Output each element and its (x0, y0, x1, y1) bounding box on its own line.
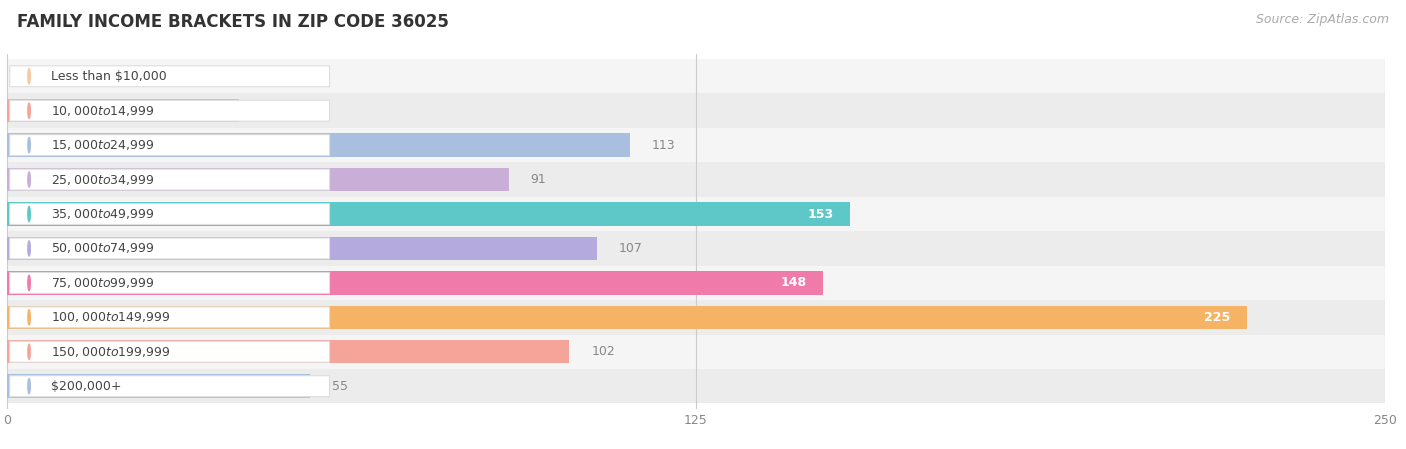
Bar (7, 237, 596, 260)
Circle shape (28, 172, 31, 187)
Circle shape (28, 241, 31, 256)
Bar (7, 93, 1385, 128)
Bar (7, 128, 1385, 163)
Circle shape (28, 103, 31, 118)
FancyBboxPatch shape (10, 100, 329, 121)
Circle shape (28, 137, 31, 153)
Text: 102: 102 (592, 345, 614, 358)
Bar (7, 369, 1385, 403)
Text: $10,000 to $14,999: $10,000 to $14,999 (51, 104, 155, 118)
Text: 107: 107 (619, 242, 643, 255)
Text: 42: 42 (260, 104, 277, 117)
Text: 55: 55 (332, 380, 349, 393)
FancyBboxPatch shape (10, 273, 329, 293)
Bar (7, 306, 1247, 329)
Bar (7, 202, 851, 226)
Text: $150,000 to $199,999: $150,000 to $199,999 (51, 345, 170, 359)
Text: 0: 0 (30, 70, 37, 83)
FancyBboxPatch shape (10, 135, 329, 156)
Bar (7, 197, 1385, 231)
Text: 225: 225 (1205, 311, 1230, 324)
Bar (7, 163, 1385, 197)
Bar (7, 300, 1385, 335)
Text: $75,000 to $99,999: $75,000 to $99,999 (51, 276, 155, 290)
Text: 91: 91 (530, 173, 547, 186)
FancyBboxPatch shape (10, 66, 329, 87)
Text: $15,000 to $24,999: $15,000 to $24,999 (51, 138, 155, 152)
Circle shape (28, 69, 31, 84)
Bar (7, 374, 311, 398)
Text: Less than $10,000: Less than $10,000 (51, 70, 167, 83)
FancyBboxPatch shape (10, 169, 329, 190)
Text: $100,000 to $149,999: $100,000 to $149,999 (51, 310, 170, 324)
Bar (7, 340, 569, 364)
Bar (7, 266, 1385, 300)
FancyBboxPatch shape (10, 307, 329, 328)
FancyBboxPatch shape (10, 341, 329, 362)
Circle shape (28, 275, 31, 291)
Circle shape (28, 207, 31, 221)
Bar (7, 133, 630, 157)
Text: FAMILY INCOME BRACKETS IN ZIP CODE 36025: FAMILY INCOME BRACKETS IN ZIP CODE 36025 (17, 13, 449, 31)
Text: 113: 113 (652, 139, 675, 152)
Text: 153: 153 (807, 207, 834, 220)
Bar (7, 271, 823, 295)
Circle shape (28, 344, 31, 359)
Circle shape (28, 310, 31, 325)
Text: $50,000 to $74,999: $50,000 to $74,999 (51, 242, 155, 255)
Text: 148: 148 (780, 277, 806, 290)
Text: Source: ZipAtlas.com: Source: ZipAtlas.com (1256, 13, 1389, 26)
Bar (7, 168, 509, 191)
Text: $35,000 to $49,999: $35,000 to $49,999 (51, 207, 155, 221)
FancyBboxPatch shape (10, 376, 329, 396)
Bar (7, 59, 1385, 93)
FancyBboxPatch shape (10, 203, 329, 224)
FancyBboxPatch shape (10, 238, 329, 259)
Bar (7, 99, 239, 123)
Bar (7, 231, 1385, 266)
Bar (7, 335, 1385, 369)
Circle shape (28, 379, 31, 394)
Text: $25,000 to $34,999: $25,000 to $34,999 (51, 172, 155, 187)
Text: $200,000+: $200,000+ (51, 380, 122, 393)
